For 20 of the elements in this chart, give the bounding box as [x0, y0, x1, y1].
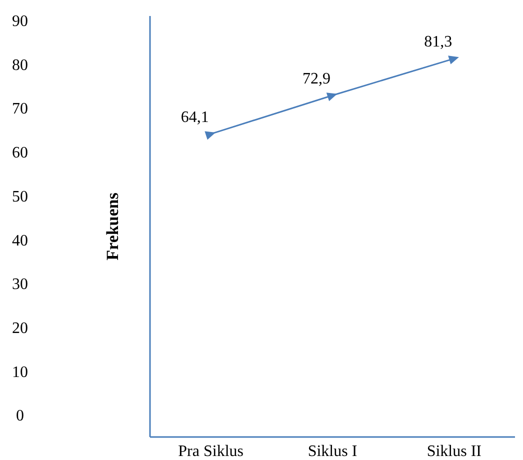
x-tick-label: Siklus I: [308, 443, 358, 460]
x-tick-label: Pra Siklus: [178, 443, 244, 460]
point: [204, 131, 216, 140]
y-tick-label: 0: [16, 408, 24, 425]
y-tick-label: 20: [12, 320, 28, 337]
data-label: 81,3: [424, 34, 452, 51]
y-tick-label: 60: [12, 144, 28, 162]
point: [448, 56, 459, 64]
y-tick-label: 90: [12, 12, 28, 30]
y-tick-label: 80: [12, 56, 28, 74]
data-label: 72,9: [302, 70, 330, 88]
y-tick-label: 10: [12, 364, 28, 381]
data-label: 64,1: [180, 108, 209, 126]
y-tick-label: 40: [12, 232, 28, 250]
x-tick-label: Siklus II: [426, 443, 482, 460]
y-tick-label: 50: [12, 188, 28, 206]
point: [326, 92, 338, 102]
y-axis-title: Frekuens: [103, 192, 122, 260]
y-tick-label: 30: [12, 276, 28, 294]
y-tick-label: 70: [12, 100, 28, 118]
